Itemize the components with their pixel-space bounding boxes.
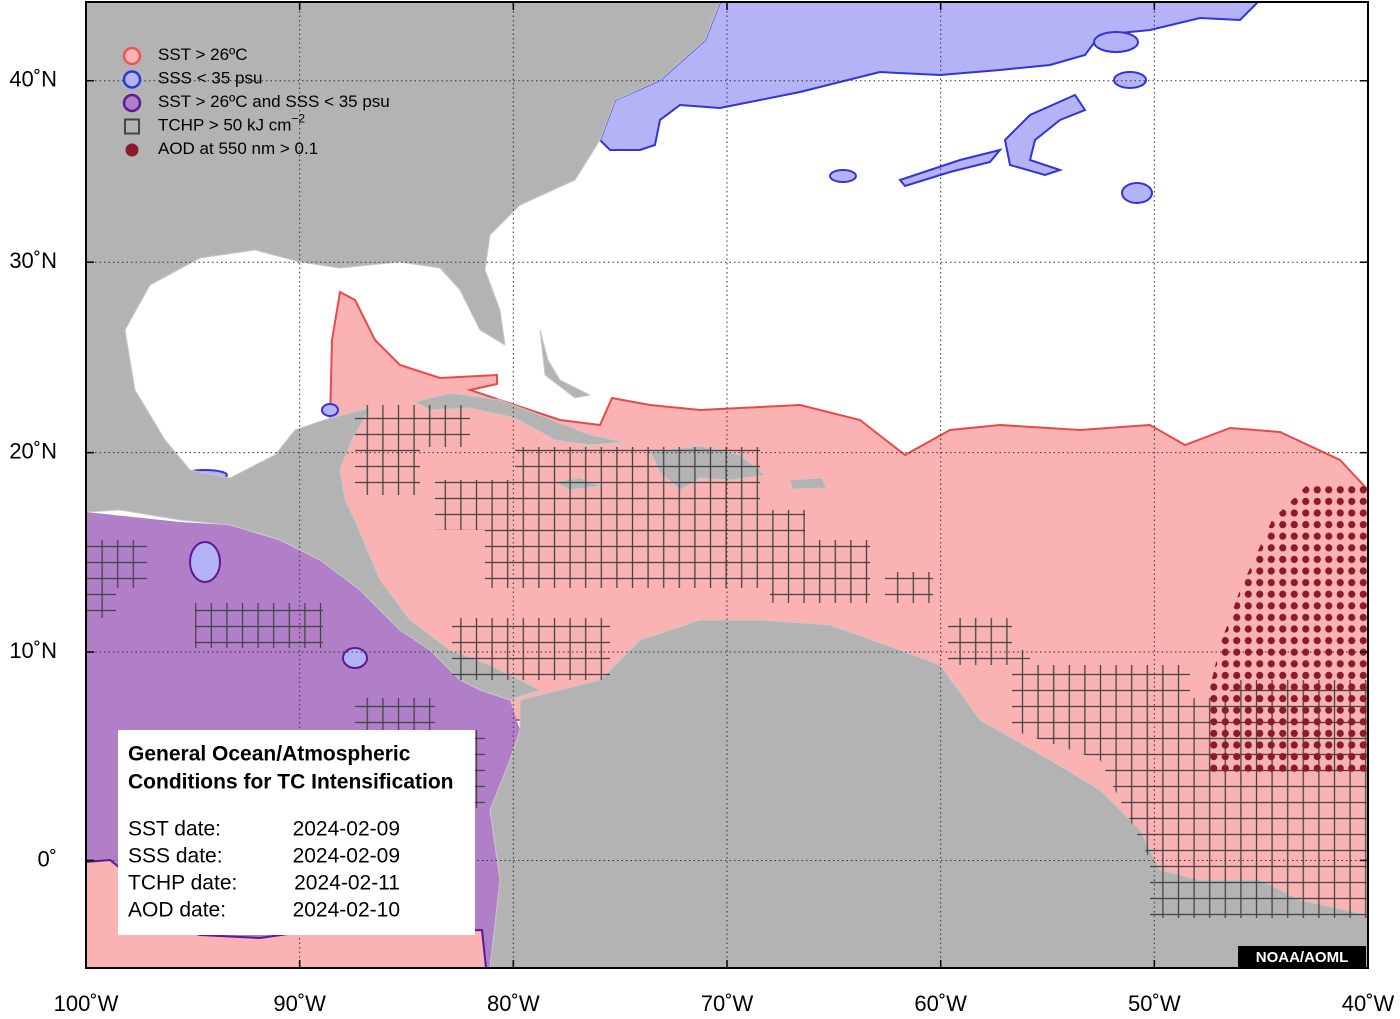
date-value: 2024-02-10 [293,899,400,922]
sss-patch [342,647,368,669]
y-tick-label: 20˚N [9,438,57,463]
legend-label: SST > 26ºC [158,45,248,64]
ticks: 100˚W 90˚W 80˚W 70˚W 60˚W 50˚W 40˚W 0˚ 10˚N 20˚N 3… [9,2,1395,1016]
date-label: SST date: [128,818,221,841]
legend-marker [125,143,139,157]
sss-patch [829,169,857,183]
info-title: General Ocean/Atmospheric [128,743,411,766]
legend-marker [122,70,142,89]
tchp-boxes [86,405,1368,918]
y-tick-label: 10˚N [9,638,57,663]
sss-patch [321,403,339,417]
legend-label-text: AOD at 550 nm > 0.1 [158,139,318,158]
sss-patch [1003,93,1087,177]
x-tick-label: 50˚W [1128,991,1181,1016]
x-tick-label: 70˚W [701,991,754,1016]
legend-label: SSS < 35 psu [158,69,262,88]
date-label: AOD date: [128,899,226,922]
legend-marker [122,93,142,113]
legend-marker [122,46,142,66]
sss-patch [1113,71,1147,89]
legend-marker [124,118,140,135]
grid [86,2,1368,968]
sss-patch [1121,182,1153,204]
land-puerto-rico [789,477,827,490]
aod-dots [1206,482,1368,774]
legend-label-text: TCHP > 50 kJ cm [158,116,291,135]
date-value: 2024-02-11 [294,872,400,895]
x-tick-label: 60˚W [914,991,967,1016]
credit-background [1238,946,1366,968]
land-bahamas [539,329,592,399]
date-list: SST date: 2024-02-09 SSS date: 2024-02-09 TC… [128,818,400,922]
legend-label-text: SST > 26ºC [158,45,248,64]
legend-label: SST > 26ºC and SSS < 35 psu [158,92,390,111]
info-title: Conditions for TC Intensification [128,771,453,794]
land-north-america [86,2,721,701]
legend-label: AOD at 550 nm > 0.1 [158,139,318,158]
y-tick-label: 0˚ [37,846,57,871]
x-tick-label: 80˚W [487,991,540,1016]
credit: NOAA/AOML [1256,949,1349,966]
info-box-background [118,730,475,935]
legend-label-sup: −2 [291,112,305,126]
x-tick-label: 100˚W [54,991,119,1016]
legend: SST > 26ºC SSS < 35 psu SST > 26ºC and SSS… [122,45,390,158]
legend-label-text: SSS < 35 psu [158,69,262,88]
y-tick-label: 30˚N [9,248,57,273]
x-tick-label: 40˚W [1342,991,1395,1016]
date-value: 2024-02-09 [293,818,400,841]
date-label: SSS date: [128,845,223,868]
sss-patch [1093,31,1139,53]
date-label: TCHP date: [128,872,237,895]
date-value: 2024-02-09 [293,845,400,868]
y-tick-label: 40˚N [9,67,57,92]
sss-patch [898,148,1003,188]
sss-patch [189,541,221,583]
info-box: General Ocean/Atmospheric Conditions for… [118,730,475,935]
legend-label-text: SST > 26ºC and SSS < 35 psu [158,92,390,111]
x-tick-label: 90˚W [273,991,326,1016]
legend-label: TCHP > 50 kJ cm−2 [158,112,305,135]
